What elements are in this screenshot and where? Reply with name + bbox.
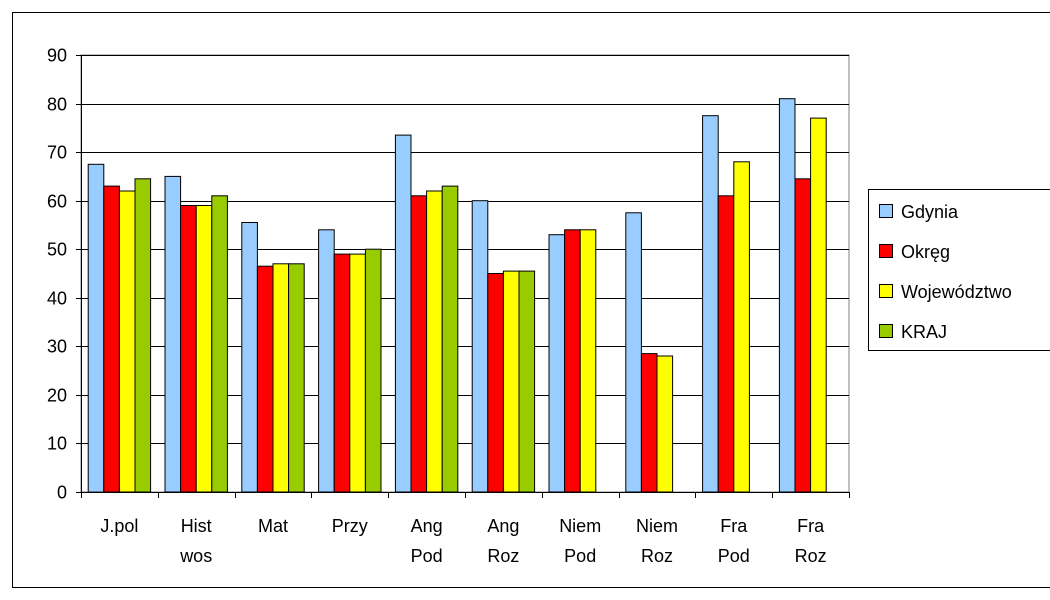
bar	[657, 356, 673, 492]
bar	[104, 186, 120, 492]
bar	[242, 223, 258, 493]
bar	[257, 266, 273, 492]
x-tick-label: Niem	[636, 516, 678, 536]
legend-swatch	[880, 325, 893, 338]
x-tick-label: Pod	[411, 546, 443, 566]
bar	[795, 179, 811, 492]
x-tick-label: Pod	[718, 546, 750, 566]
bar	[703, 116, 719, 492]
x-tick-label: Roz	[795, 546, 827, 566]
bar	[779, 99, 795, 492]
x-tick-label: Ang	[487, 516, 519, 536]
legend-box	[869, 190, 1050, 351]
bar	[135, 179, 151, 492]
bar	[165, 176, 181, 492]
bar	[519, 271, 535, 492]
legend-label: Gdynia	[901, 202, 959, 222]
x-tick-label: Fra	[720, 516, 748, 536]
bar	[626, 213, 642, 492]
y-tick-label: 90	[47, 46, 67, 66]
bar	[641, 354, 657, 492]
legend-swatch	[880, 205, 893, 218]
bar	[442, 186, 458, 492]
x-tick-label: Przy	[332, 516, 368, 536]
y-tick-label: 10	[47, 434, 67, 454]
bar	[718, 196, 734, 492]
legend-swatch	[880, 245, 893, 258]
y-tick-label: 0	[57, 483, 67, 503]
legend-label: Województwo	[901, 282, 1012, 302]
y-tick-label: 20	[47, 386, 67, 406]
bar	[427, 191, 443, 492]
bar	[472, 201, 488, 492]
x-tick-label: Hist	[181, 516, 212, 536]
bar	[365, 249, 381, 492]
bar	[319, 230, 335, 492]
bar	[181, 206, 197, 493]
x-tick-label: wos	[179, 546, 212, 566]
x-tick-label: Niem	[559, 516, 601, 536]
bar	[580, 230, 596, 492]
bar	[334, 254, 350, 492]
bar	[273, 264, 289, 492]
bar	[411, 196, 427, 492]
x-tick-label: Fra	[797, 516, 825, 536]
bar	[212, 196, 228, 492]
x-tick-label: J.pol	[100, 516, 138, 536]
y-tick-label: 70	[47, 143, 67, 163]
y-tick-label: 40	[47, 289, 67, 309]
bar	[88, 164, 104, 492]
bar	[395, 135, 411, 492]
bar	[289, 264, 305, 492]
bar	[734, 162, 750, 492]
y-tick-label: 30	[47, 337, 67, 357]
bar	[811, 118, 827, 492]
legend-label: KRAJ	[901, 322, 947, 342]
x-tick-label: Mat	[258, 516, 288, 536]
bar	[503, 271, 519, 492]
bar	[565, 230, 581, 492]
x-tick-label: Roz	[487, 546, 519, 566]
y-tick-label: 80	[47, 95, 67, 115]
bar	[549, 235, 565, 492]
x-tick-label: Pod	[564, 546, 596, 566]
bar	[350, 254, 366, 492]
legend-label: Okręg	[901, 242, 950, 262]
bar	[488, 274, 504, 493]
legend: Gdynia Okręg Województwo KRAJ	[869, 190, 1050, 351]
bar	[119, 191, 135, 492]
x-tick-label: Ang	[411, 516, 443, 536]
y-tick-label: 60	[47, 192, 67, 212]
x-tick-label: Roz	[641, 546, 673, 566]
y-tick-label: 50	[47, 240, 67, 260]
bar	[196, 206, 212, 493]
legend-swatch	[880, 285, 893, 298]
